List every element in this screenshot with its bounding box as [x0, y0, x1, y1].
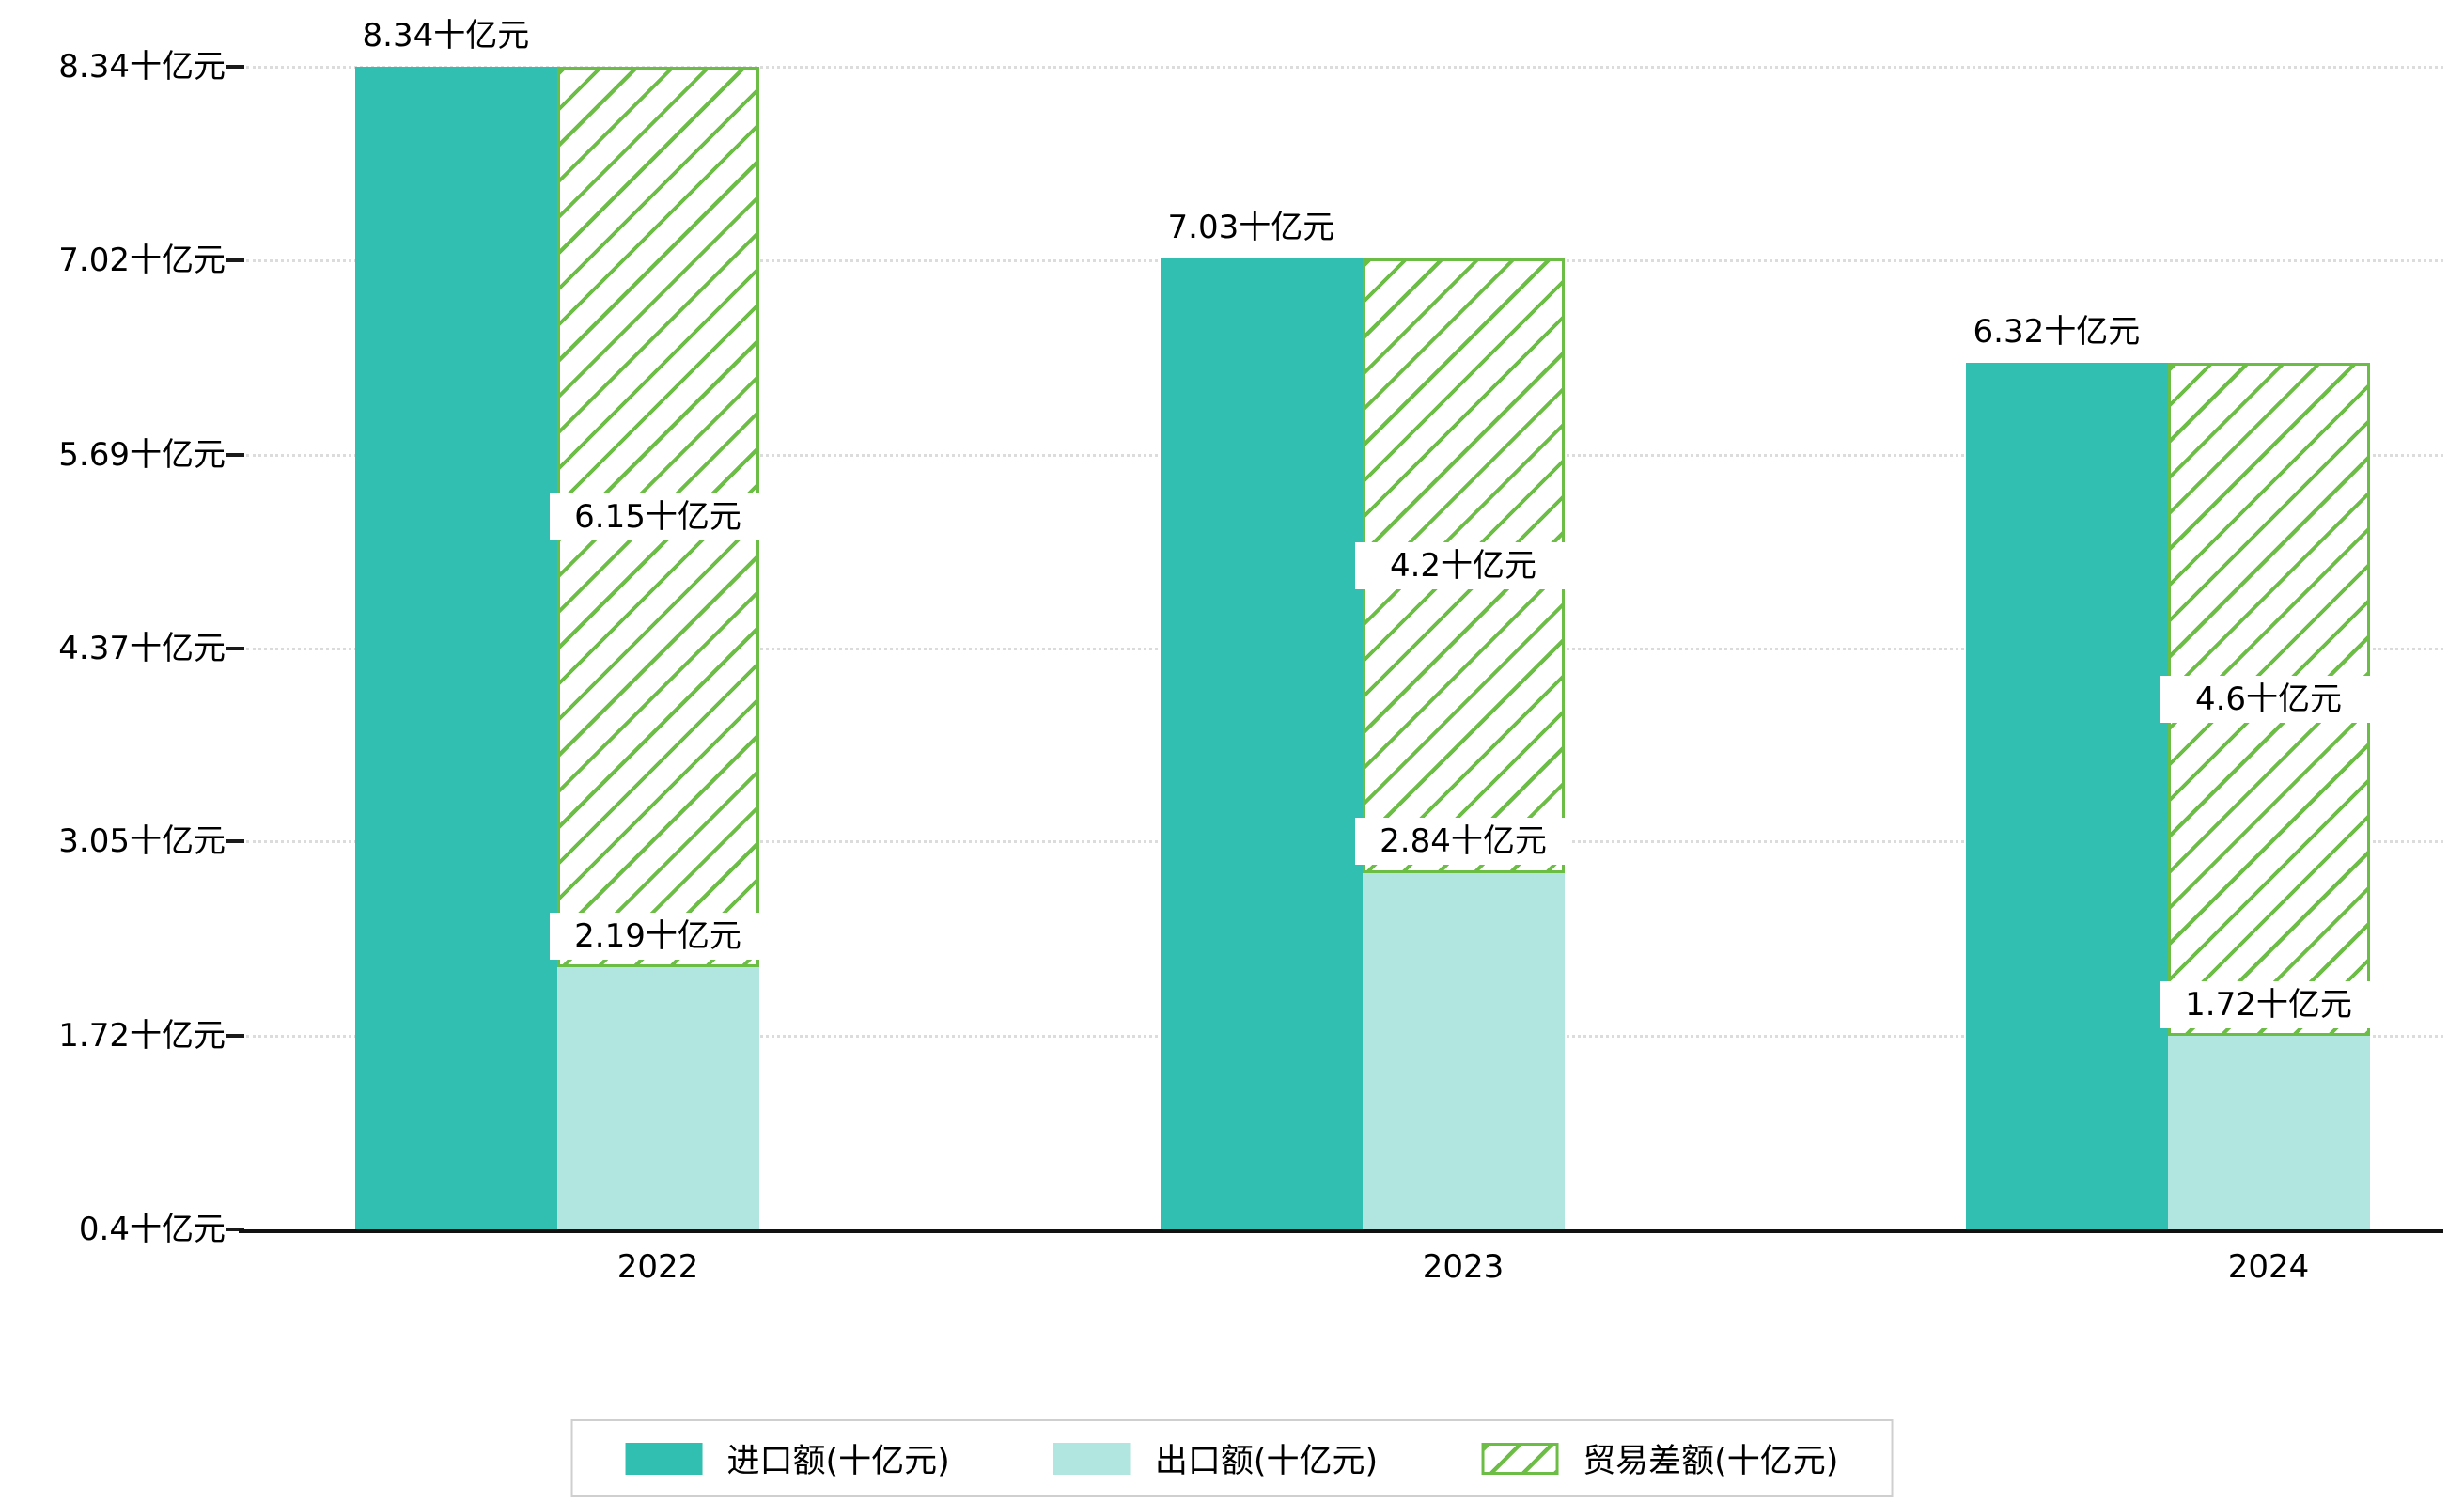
legend-label: 进口额(十亿元)	[726, 1443, 950, 1480]
legend-label: 贸易差额(十亿元)	[1583, 1443, 1839, 1480]
y-axis-tick	[226, 1228, 244, 1231]
y-axis-tick	[226, 646, 244, 650]
legend-swatch-icon	[625, 1442, 703, 1475]
y-axis-tick	[226, 452, 244, 457]
bar-export	[2167, 1036, 2370, 1229]
trade-balance-value-label: 4.6十亿元	[2160, 676, 2378, 724]
export-value-label: 2.19十亿元	[549, 913, 767, 961]
y-axis-tick	[226, 65, 244, 69]
y-axis-label: 3.05十亿元	[58, 822, 226, 861]
export-value-label: 1.72十亿元	[2160, 981, 2378, 1029]
trade-balance-value-label: 4.2十亿元	[1354, 542, 1572, 590]
bar-import	[1160, 258, 1363, 1229]
bar-import	[354, 67, 557, 1229]
legend-item: 出口额(十亿元)	[1053, 1434, 1378, 1482]
bar-export	[556, 967, 759, 1229]
x-axis-category-label: 2023	[1422, 1248, 1505, 1286]
y-axis-tick	[226, 839, 244, 844]
y-axis-tick	[226, 1034, 244, 1039]
legend-label: 出口额(十亿元)	[1154, 1443, 1379, 1480]
legend: 进口额(十亿元) 出口额(十亿元) 贸易差额(十亿元)	[570, 1419, 1894, 1497]
legend-swatch-icon	[1053, 1442, 1131, 1475]
import-value-label: 6.32十亿元	[1965, 307, 2148, 355]
legend-item: 贸易差额(十亿元)	[1481, 1434, 1838, 1482]
export-value-label: 2.84十亿元	[1354, 817, 1572, 865]
y-axis-label: 1.72十亿元	[58, 1017, 226, 1056]
y-axis-label: 4.37十亿元	[58, 629, 226, 667]
import-value-label: 7.03十亿元	[1160, 204, 1343, 252]
x-axis-category-label: 2022	[616, 1248, 699, 1286]
x-axis-category-label: 2024	[2227, 1248, 2310, 1286]
gridline	[246, 66, 2443, 69]
import-value-label: 8.34十亿元	[354, 12, 538, 59]
legend-item: 进口额(十亿元)	[625, 1434, 950, 1482]
trade-balance-value-label: 6.15十亿元	[549, 493, 767, 541]
y-axis-label: 8.34十亿元	[58, 48, 226, 86]
x-axis-line	[239, 1229, 2443, 1233]
legend-swatch-hatched-icon	[1481, 1442, 1559, 1475]
y-axis-tick	[226, 258, 244, 262]
bar-export	[1362, 871, 1565, 1229]
y-axis-label: 5.69十亿元	[58, 435, 226, 474]
bar-import	[1965, 362, 2168, 1229]
y-axis-label: 0.4十亿元	[78, 1211, 226, 1248]
y-axis-label: 7.02十亿元	[58, 241, 226, 279]
